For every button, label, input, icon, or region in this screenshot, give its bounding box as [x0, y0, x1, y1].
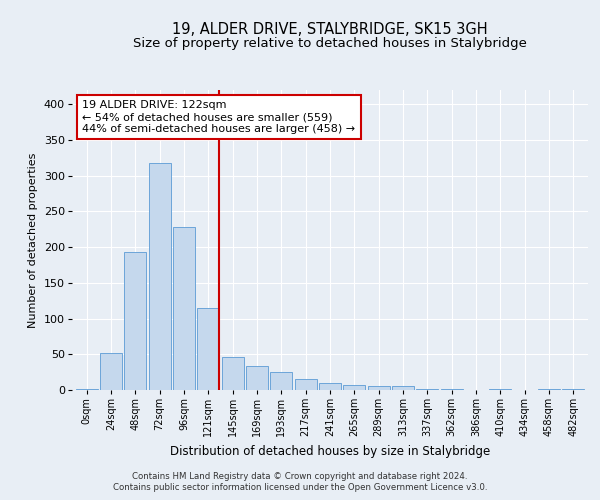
Bar: [197, 308, 219, 390]
Text: Contains HM Land Registry data © Crown copyright and database right 2024.: Contains HM Land Registry data © Crown c…: [132, 472, 468, 481]
X-axis label: Distribution of detached houses by size in Stalybridge: Distribution of detached houses by size …: [170, 444, 490, 458]
Y-axis label: Number of detached properties: Number of detached properties: [28, 152, 38, 328]
Text: Size of property relative to detached houses in Stalybridge: Size of property relative to detached ho…: [133, 38, 527, 51]
Bar: [271, 372, 292, 390]
Bar: [368, 386, 389, 390]
Bar: [343, 385, 365, 390]
Bar: [124, 252, 146, 390]
Bar: [416, 388, 439, 390]
Bar: [149, 163, 170, 390]
Bar: [392, 386, 414, 390]
Bar: [246, 366, 268, 390]
Bar: [100, 353, 122, 390]
Bar: [441, 388, 463, 390]
Bar: [76, 388, 98, 390]
Bar: [221, 357, 244, 390]
Text: 19, ALDER DRIVE, STALYBRIDGE, SK15 3GH: 19, ALDER DRIVE, STALYBRIDGE, SK15 3GH: [172, 22, 488, 38]
Bar: [490, 388, 511, 390]
Text: 19 ALDER DRIVE: 122sqm
← 54% of detached houses are smaller (559)
44% of semi-de: 19 ALDER DRIVE: 122sqm ← 54% of detached…: [82, 100, 355, 134]
Bar: [295, 378, 317, 390]
Bar: [562, 388, 584, 390]
Bar: [173, 227, 195, 390]
Text: Contains public sector information licensed under the Open Government Licence v3: Contains public sector information licen…: [113, 484, 487, 492]
Bar: [319, 383, 341, 390]
